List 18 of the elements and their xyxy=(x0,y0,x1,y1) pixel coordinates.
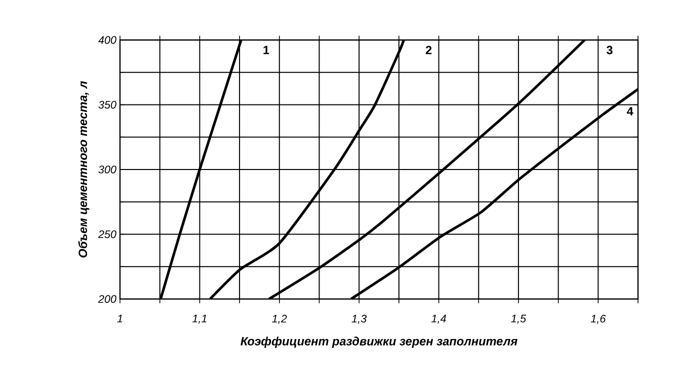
y-tick-label: 400 xyxy=(98,36,116,44)
y-axis-title: Объем цементного теста, л xyxy=(78,81,90,258)
legend-label: 1 xyxy=(264,46,270,54)
x-tick-label: 1,2 xyxy=(272,314,287,324)
legend-label: 3 xyxy=(606,46,613,54)
x-tick-label: 1 xyxy=(117,314,122,322)
y-tick-label: 350 xyxy=(98,100,116,109)
legend-label: 4 xyxy=(626,107,634,116)
y-tick-label: 200 xyxy=(98,295,116,303)
x-tick-label: 1,3 xyxy=(352,314,367,324)
x-axis-title: Коэффициент раздвижки зерен заполнителя xyxy=(240,336,518,348)
x-tick-label: 1,6 xyxy=(590,314,606,324)
y-tick-label: 300 xyxy=(98,166,116,174)
x-tick-label: 1,4 xyxy=(431,314,446,324)
legend-label: 2 xyxy=(426,46,432,54)
x-tick-label: 1,1 xyxy=(192,314,206,324)
y-tick-label: 250 xyxy=(98,230,116,238)
x-tick-label: 1,5 xyxy=(511,314,526,324)
